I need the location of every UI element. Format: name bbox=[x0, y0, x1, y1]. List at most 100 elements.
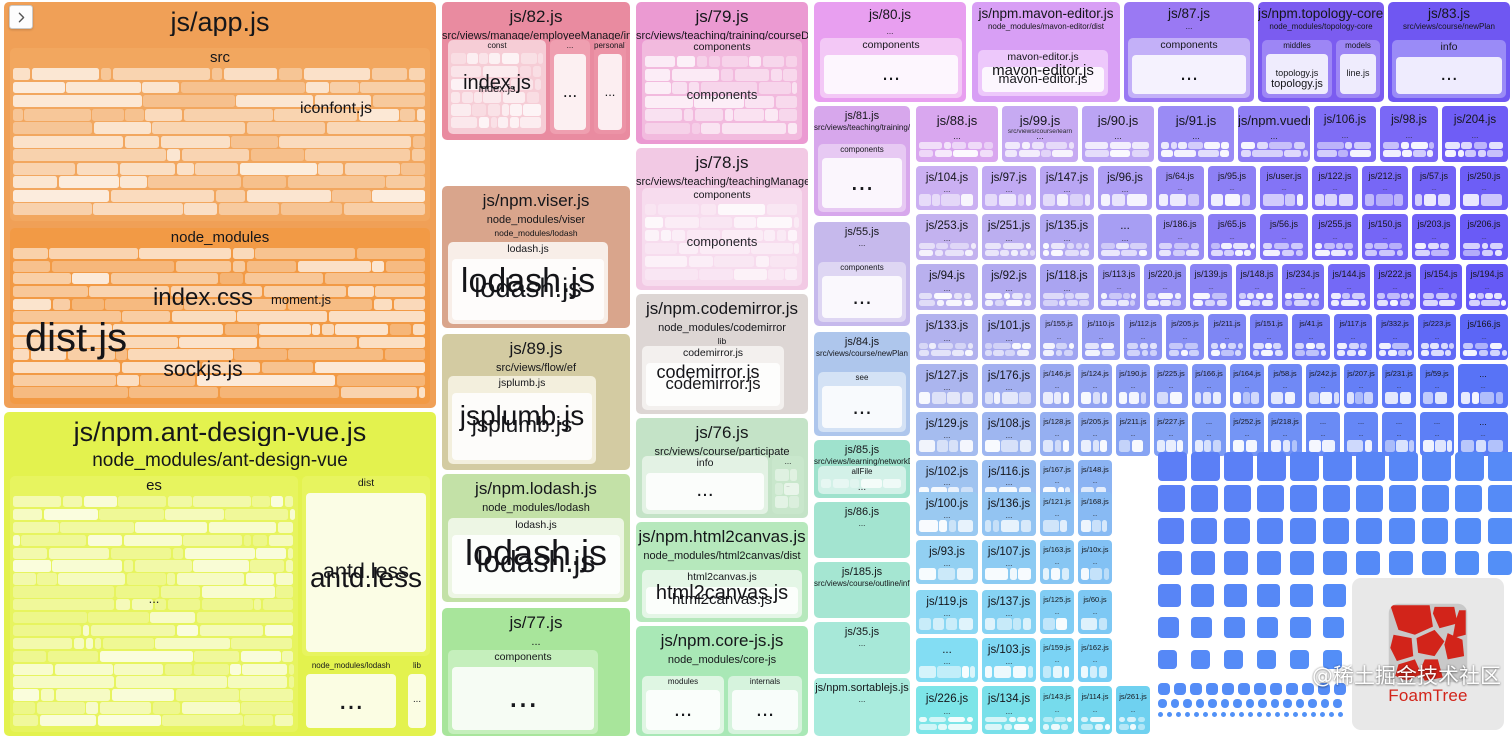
treemap-leaf[interactable] bbox=[1043, 666, 1052, 678]
treemap-leaf[interactable] bbox=[155, 637, 230, 650]
treemap-leaf[interactable] bbox=[1111, 194, 1126, 206]
treemap-leaf[interactable] bbox=[1090, 716, 1106, 723]
treemap-tile-micro[interactable] bbox=[1158, 683, 1170, 695]
treemap-leaf[interactable] bbox=[1409, 440, 1415, 452]
treemap-leaf[interactable] bbox=[246, 260, 297, 272]
treemap-leaf[interactable] bbox=[1050, 723, 1060, 730]
treemap-leaf[interactable] bbox=[1271, 440, 1282, 452]
treemap-leaf[interactable] bbox=[700, 82, 758, 95]
treemap-leaf[interactable] bbox=[1043, 293, 1064, 299]
treemap-leaf[interactable] bbox=[945, 300, 963, 306]
treemap-leaf[interactable] bbox=[1211, 250, 1223, 256]
treemap-leaf[interactable] bbox=[1221, 350, 1234, 356]
treemap-leaf[interactable] bbox=[1273, 343, 1282, 349]
treemap-leaf[interactable] bbox=[965, 250, 974, 256]
treemap-leaf[interactable] bbox=[1320, 350, 1326, 356]
treemap-leaf[interactable] bbox=[1239, 300, 1251, 306]
treemap-leaf[interactable] bbox=[152, 122, 246, 135]
treemap-leaf[interactable] bbox=[945, 618, 958, 630]
treemap-leaf[interactable] bbox=[734, 216, 756, 229]
treemap-leaf[interactable] bbox=[985, 300, 994, 306]
treemap-leaf[interactable] bbox=[1463, 350, 1477, 356]
treemap-leaf[interactable] bbox=[645, 95, 693, 108]
treemap-leaf[interactable] bbox=[372, 95, 426, 108]
treemap-leaf[interactable] bbox=[478, 117, 490, 129]
treemap-leaf[interactable] bbox=[934, 150, 952, 158]
treemap-tile-small[interactable] bbox=[1257, 584, 1280, 607]
treemap-tile-small[interactable] bbox=[1290, 551, 1315, 576]
treemap-leaf[interactable] bbox=[1119, 392, 1127, 404]
treemap-leaf[interactable] bbox=[244, 273, 324, 285]
treemap-leaf[interactable] bbox=[1090, 666, 1098, 678]
treemap-tile[interactable]: js/100.js... bbox=[916, 492, 978, 536]
treemap-tile[interactable]: js/252.js... bbox=[1230, 412, 1264, 456]
treemap-leaf[interactable] bbox=[1055, 350, 1062, 356]
treemap-leaf[interactable] bbox=[1252, 150, 1283, 158]
treemap-leaf[interactable] bbox=[255, 248, 356, 260]
treemap-leaf[interactable] bbox=[1360, 343, 1368, 349]
treemap-leaf-...[interactable]: ... bbox=[452, 666, 594, 730]
treemap-leaf[interactable] bbox=[672, 229, 686, 242]
treemap-leaf[interactable] bbox=[1487, 150, 1504, 158]
treemap-leaf[interactable] bbox=[1019, 250, 1028, 256]
treemap-tile-small[interactable] bbox=[1323, 485, 1351, 513]
treemap-tile[interactable]: js/211.js... bbox=[1116, 412, 1150, 456]
treemap-leaf[interactable] bbox=[1461, 392, 1471, 404]
treemap-leaf[interactable] bbox=[821, 479, 832, 489]
treemap-leaf[interactable] bbox=[1338, 194, 1354, 206]
treemap-leaf[interactable] bbox=[1130, 723, 1137, 730]
treemap-leaf[interactable] bbox=[785, 55, 798, 68]
treemap-leaf[interactable] bbox=[1423, 300, 1438, 306]
treemap-leaf[interactable] bbox=[13, 122, 93, 135]
treemap-leaf[interactable] bbox=[765, 109, 778, 121]
treemap-leaf[interactable] bbox=[1252, 300, 1261, 306]
treemap-leaf[interactable] bbox=[962, 392, 974, 404]
treemap-leaf[interactable] bbox=[1067, 300, 1078, 306]
treemap-leaf[interactable] bbox=[13, 95, 142, 108]
treemap-leaf[interactable] bbox=[1054, 716, 1066, 723]
treemap-tile[interactable]: js/163.js... bbox=[1040, 540, 1074, 584]
treemap-leaf[interactable] bbox=[498, 117, 509, 129]
treemap-subgroup[interactable]: lodash.js lodash.js bbox=[448, 242, 608, 324]
treemap-leaf[interactable] bbox=[919, 243, 935, 249]
treemap-subgroup[interactable]: codemirror.js codemirror.js bbox=[642, 346, 784, 410]
treemap-leaf[interactable] bbox=[734, 68, 770, 81]
treemap-tile[interactable]: js/119.js... bbox=[916, 590, 978, 634]
treemap-leaf[interactable] bbox=[285, 560, 294, 572]
treemap-tile[interactable]: js/136.js... bbox=[982, 492, 1036, 536]
treemap-leaf[interactable] bbox=[48, 650, 99, 662]
treemap-leaf[interactable] bbox=[170, 286, 263, 298]
treemap-leaf[interactable] bbox=[287, 547, 294, 559]
treemap-tile[interactable]: js/npm.vuedraggable.js... bbox=[1238, 106, 1310, 162]
treemap-tile-micro[interactable] bbox=[1167, 711, 1172, 717]
treemap-leaf[interactable] bbox=[1005, 300, 1023, 306]
treemap-leaf[interactable] bbox=[701, 122, 721, 135]
treemap-leaf[interactable] bbox=[1409, 293, 1415, 299]
treemap-tile-micro[interactable] bbox=[1212, 711, 1217, 717]
treemap-leaf[interactable] bbox=[1081, 723, 1094, 730]
treemap-tile-small[interactable] bbox=[1158, 650, 1178, 670]
treemap-leaf[interactable] bbox=[1022, 618, 1032, 630]
treemap-leaf[interactable] bbox=[288, 676, 294, 688]
treemap-leaf[interactable] bbox=[1273, 243, 1290, 249]
treemap-tile-small[interactable] bbox=[1191, 584, 1214, 607]
treemap-leaf[interactable] bbox=[13, 162, 76, 175]
treemap-leaf[interactable] bbox=[699, 268, 733, 281]
treemap-leaf[interactable] bbox=[699, 242, 750, 255]
treemap-leaf[interactable] bbox=[92, 108, 124, 121]
treemap-leaf[interactable] bbox=[928, 716, 947, 723]
treemap-leaf[interactable] bbox=[734, 268, 767, 281]
treemap-leaf[interactable] bbox=[1011, 293, 1024, 299]
treemap-leaf[interactable] bbox=[1180, 350, 1188, 356]
treemap-leaf[interactable] bbox=[985, 194, 998, 206]
treemap-leaf[interactable] bbox=[1008, 716, 1016, 723]
treemap-leaf[interactable] bbox=[1387, 350, 1397, 356]
treemap-leaf[interactable] bbox=[1149, 350, 1158, 356]
treemap-leaf[interactable] bbox=[162, 715, 243, 727]
treemap-leaf[interactable] bbox=[474, 91, 482, 103]
treemap-leaf[interactable] bbox=[767, 203, 798, 215]
treemap-leaf[interactable] bbox=[850, 479, 860, 489]
treemap-leaf[interactable] bbox=[510, 104, 522, 116]
treemap-leaf[interactable] bbox=[1126, 716, 1137, 723]
treemap-leaf[interactable] bbox=[1463, 250, 1481, 256]
